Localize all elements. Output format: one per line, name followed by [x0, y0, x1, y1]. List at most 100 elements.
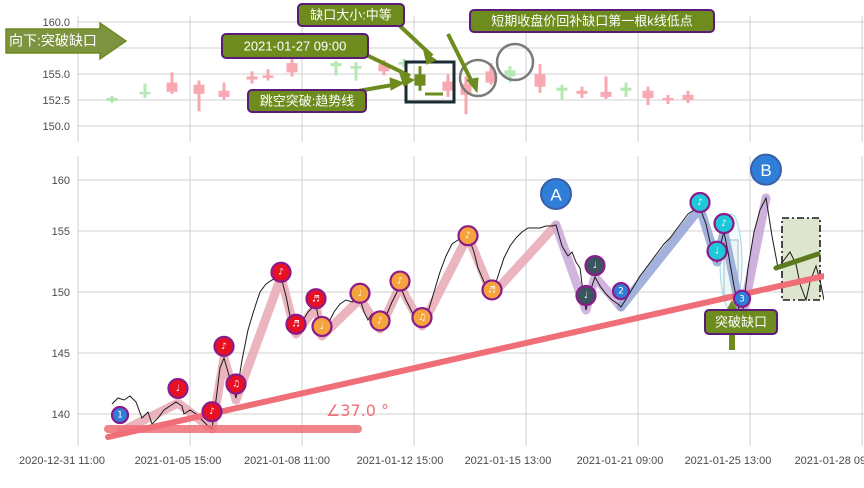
banner-down-gap-text: 向下:突破缺口: [9, 33, 97, 49]
wave-marker[interactable]: [706, 240, 728, 262]
wave-markers: 1 ♩ ♪ ♪ ♫ ♪ ♬ ♬ ♩ ♩ ♪ ♪ ♫ ♪ ♬ A ♩ ♩ 2 ♪ ♩ ♪ 3 B: [110, 153, 782, 425]
wave-marker-label: A: [550, 185, 562, 204]
lower-xtick-7: 2021-01-28 09:00: [795, 455, 864, 467]
wave-marker-label: ♩: [593, 261, 597, 271]
candle-body: [682, 94, 694, 100]
wave-marker[interactable]: [110, 405, 130, 425]
candle-body: [350, 66, 362, 69]
wave-marker[interactable]: [457, 225, 479, 247]
lower-ytick-0: 160: [52, 175, 70, 187]
lower-x-ticks: 2020-12-31 11:00 2021-01-05 15:00 2021-01-…: [19, 455, 864, 467]
wave-marker[interactable]: [732, 289, 752, 308]
wave-marker[interactable]: [689, 191, 711, 214]
wave-marker-label: ♩: [358, 289, 362, 299]
wave-marker-label: ♪: [697, 198, 703, 208]
wave-marker[interactable]: [213, 335, 235, 357]
label-close-refill-text: 短期收盘价回补缺口第一根k线低点: [491, 13, 693, 28]
wave-marker-label: ♪: [397, 277, 403, 287]
label-breakout-gap[interactable]: 突破缺口: [704, 309, 778, 335]
candle-body: [246, 76, 258, 80]
wave-marker[interactable]: [481, 279, 503, 301]
candle-body: [442, 81, 454, 91]
lower-xtick-3: 2021-01-12 15:00: [357, 455, 444, 467]
wave-marker[interactable]: [540, 177, 572, 210]
label-gap-size[interactable]: 缺口大小:中等: [297, 3, 405, 27]
wave-marker-label: 3: [739, 294, 745, 304]
highlight-circle-1: [458, 58, 498, 98]
upper-ytick-3: 152.5: [42, 95, 70, 107]
lower-y-ticks: 160 155 150 145 140: [52, 175, 70, 421]
upper-ytick-2: 155.0: [42, 69, 70, 81]
wave-marker[interactable]: [584, 254, 606, 277]
annotation-labels: 向下:突破缺口 2021-01-27 09:00 缺口大小:中等 跳空突破:趋势…: [5, 3, 778, 335]
wave-marker-label: ♬: [488, 285, 496, 295]
wave-marker-label: ♪: [278, 268, 284, 278]
highlight-circle-2: [495, 42, 535, 82]
wave-marker[interactable]: [270, 261, 292, 283]
label-breakout-gap-text: 突破缺口: [715, 314, 767, 329]
wave-marker-label: ♫: [232, 380, 240, 390]
forecast-trend-stroke: [773, 251, 821, 271]
label-datetime[interactable]: 2021-01-27 09:00: [221, 33, 369, 59]
wave-marker-label: B: [760, 161, 771, 180]
candle-body: [106, 97, 118, 102]
candle-body: [378, 64, 390, 72]
candle-body: [262, 75, 274, 78]
wave-marker[interactable]: [389, 270, 411, 292]
candle-body: [600, 91, 612, 97]
wave-marker[interactable]: [369, 310, 391, 332]
wave-marker[interactable]: [225, 373, 247, 395]
trendline-rising: [105, 273, 824, 440]
upper-ytick-4: 150.0: [42, 121, 70, 133]
wave-marker-label: ♩: [176, 384, 180, 394]
wave-marker[interactable]: [611, 281, 631, 301]
wave-marker[interactable]: [167, 377, 189, 400]
lower-panel: 160 155 150 145 140 2020-12-31 11:00 2021…: [19, 153, 864, 467]
wave-marker-label: ♩: [320, 322, 324, 332]
candle-body: [414, 74, 426, 86]
wave-marker[interactable]: [285, 313, 307, 335]
wave-marker[interactable]: [349, 282, 371, 304]
wave-marker-label: ♪: [465, 231, 471, 241]
wave-marker-label: ♪: [377, 316, 383, 326]
lower-xtick-0: 2020-12-31 11:00: [19, 455, 105, 467]
candle-body: [398, 62, 410, 65]
lower-xtick-2: 2021-01-08 11:00: [244, 455, 330, 467]
candle-body: [642, 90, 654, 98]
wave-marker-label: ♪: [209, 407, 215, 417]
wave-marker[interactable]: [305, 288, 327, 310]
candle-body: [193, 84, 205, 94]
candle-body: [139, 91, 151, 95]
label-gap-trend-text: 跳空突破:趋势线: [260, 93, 355, 108]
candle-body: [286, 63, 298, 73]
candle-body: [556, 87, 568, 91]
wave-marker-label: ♬: [312, 294, 320, 304]
lower-ytick-4: 140: [52, 409, 70, 421]
label-datetime-text: 2021-01-27 09:00: [244, 38, 347, 53]
label-close-refill[interactable]: 短期收盘价回补缺口第一根k线低点: [469, 9, 715, 33]
candle-body: [485, 71, 497, 83]
candle-body: [620, 87, 632, 91]
candle-body: [460, 83, 472, 95]
wave-marker[interactable]: [411, 307, 433, 329]
angle-annotation: ∠37.0 °: [326, 401, 389, 420]
banner-down-gap[interactable]: 向下:突破缺口: [5, 21, 128, 61]
wave-marker[interactable]: [201, 401, 223, 423]
wave-marker-label: ♩: [584, 291, 588, 301]
lower-xtick-6: 2021-01-25 13:00: [685, 455, 772, 467]
wave-marker[interactable]: [311, 315, 333, 338]
wave-marker[interactable]: [750, 153, 782, 186]
wave-marker-label: ♬: [292, 320, 300, 330]
wave-marker-label: ♫: [418, 313, 426, 323]
wave-marker[interactable]: [713, 212, 735, 235]
candle-body: [504, 70, 516, 77]
candle-body: [534, 74, 546, 87]
wave-marker-label: ♪: [721, 219, 727, 229]
candle-body: [330, 63, 342, 67]
wave-marker[interactable]: [575, 284, 597, 307]
wave-marker-label: 2: [618, 287, 624, 297]
lower-xtick-5: 2021-01-21 09:00: [577, 455, 664, 467]
label-gap-trend[interactable]: 跳空突破:趋势线: [247, 89, 367, 113]
